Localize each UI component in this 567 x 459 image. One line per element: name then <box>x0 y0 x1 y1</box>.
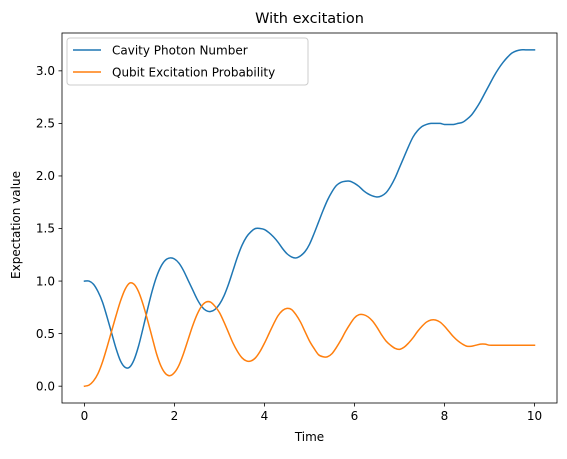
x-tick-label: 0 <box>81 409 89 423</box>
y-axis-label: Expectation value <box>9 171 23 279</box>
series-line-2 <box>83 281 536 388</box>
x-axis-label: Time <box>294 430 324 444</box>
x-axis-ticks: 0 2 4 6 8 10 <box>81 403 542 423</box>
series-lines <box>83 48 536 388</box>
x-tick-label: 10 <box>527 409 542 423</box>
y-tick-label: 1.5 <box>36 222 55 236</box>
x-tick-label: 2 <box>171 409 179 423</box>
legend-label: Qubit Excitation Probability <box>112 65 275 79</box>
legend-box <box>66 37 309 86</box>
series-line-1 <box>83 48 536 369</box>
x-tick-label: 4 <box>261 409 269 423</box>
y-tick-label: 3.0 <box>36 64 55 78</box>
legend: Cavity Photon Number Qubit Excitation Pro… <box>66 37 309 86</box>
chart-title: With excitation <box>255 11 364 27</box>
x-tick-label: 6 <box>351 409 359 423</box>
y-axis-ticks: 0.0 0.5 1.0 1.5 2.0 2.5 3.0 <box>36 64 62 393</box>
plot-area-frame <box>61 32 558 404</box>
y-tick-label: 0.0 <box>36 379 55 393</box>
y-tick-label: 2.5 <box>36 117 55 131</box>
y-tick-label: 2.0 <box>36 169 55 183</box>
legend-label: Cavity Photon Number <box>112 43 248 57</box>
x-tick-label: 8 <box>441 409 449 423</box>
y-tick-label: 1.0 <box>36 274 55 288</box>
y-tick-label: 0.5 <box>36 327 55 341</box>
